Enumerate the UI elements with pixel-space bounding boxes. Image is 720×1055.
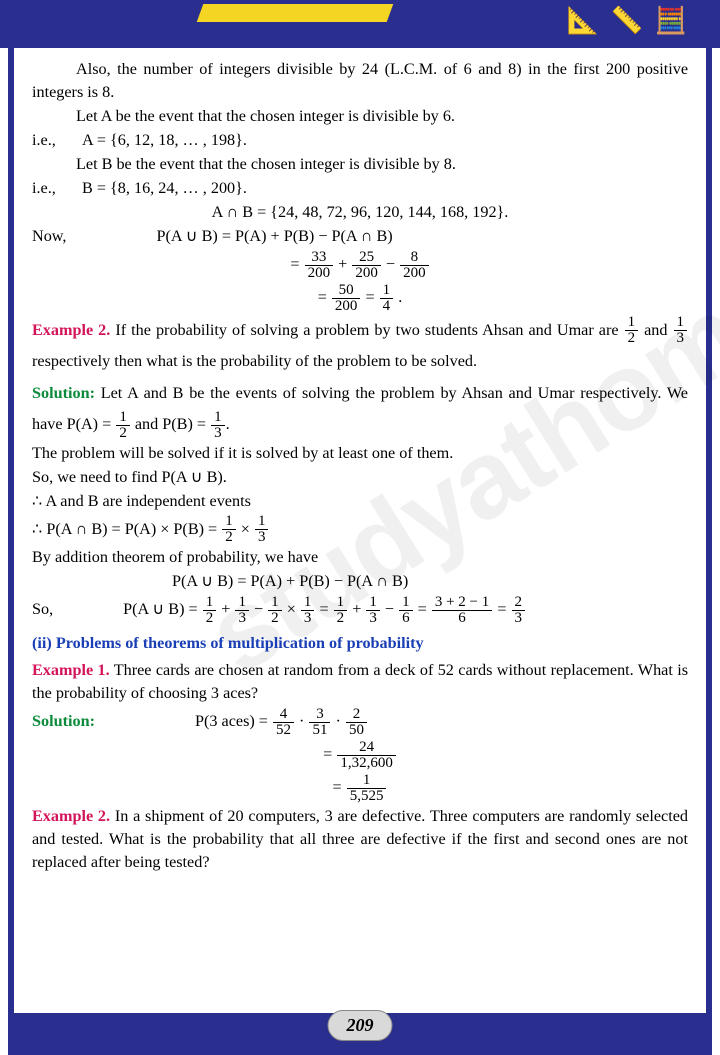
text: P(A ∪ B) = [123, 600, 202, 618]
paragraph: So, we need to find P(A ∪ B). [32, 466, 688, 489]
paragraph: i.e.,B = {8, 16, 24, … , 200}. [32, 177, 688, 200]
example-2: Example 2. If the probability of solving… [32, 315, 688, 378]
paragraph: Also, the number of integers divisible b… [32, 58, 688, 104]
top-yellow-accent [197, 4, 394, 22]
page-number: 209 [328, 1010, 393, 1041]
example-label: Example 2. [32, 321, 110, 339]
example-label: Example 1. [32, 661, 110, 679]
label-so: So, [32, 600, 53, 618]
solution-line: Solution:P(3 aces) = 452 · 351 · 250 [32, 706, 688, 738]
paragraph: Let A be the event that the chosen integ… [32, 105, 688, 128]
text: If the probability of solving a problem … [110, 321, 623, 339]
calculator-icon: 🧮 [652, 2, 690, 40]
text: Three cards are chosen at random from a … [32, 661, 688, 702]
paragraph: i.e.,A = {6, 12, 18, … , 198}. [32, 129, 688, 152]
section-heading: (ii) Problems of theorems of multiplicat… [32, 632, 688, 655]
compass-icon: 📐 [564, 2, 602, 40]
solution-label: Solution: [32, 384, 95, 402]
paragraph: Let B be the event that the chosen integ… [32, 153, 688, 176]
page-footer: 209 [0, 985, 720, 1055]
equation-line: So,P(A ∪ B) = 12 + 13 − 12 × 13 = 12 + 1… [32, 594, 688, 626]
ruler-icon: 📏 [608, 2, 646, 40]
example-1: Example 1. Three cards are chosen at ran… [32, 659, 688, 705]
text: In a shipment of 20 computers, 3 are def… [32, 807, 688, 871]
text: respectively then what is the probabilit… [32, 352, 477, 370]
text: and [639, 321, 672, 339]
equation: A ∩ B = {24, 48, 72, 96, 120, 144, 168, … [32, 201, 688, 224]
set-def: A = {6, 12, 18, … , 198}. [82, 131, 247, 149]
equation-frac: = 33200 + 25200 − 8200 [32, 249, 688, 281]
equation-line: Now, P(A ∪ B) = P(A) + P(B) − P(A ∩ B) [32, 225, 688, 248]
label-now: Now, [32, 227, 66, 245]
solution: Solution: Let A and B be the events of s… [32, 378, 688, 441]
equation-line: ∴ P(A ∩ B) = P(A) × P(B) = 12 × 13 [32, 514, 688, 546]
equation: P(A ∪ B) = P(A) + P(B) − P(A ∩ B) [156, 227, 392, 245]
text: P(3 aces) = [195, 712, 272, 730]
example-label: Example 2. [32, 807, 110, 825]
set-def: B = {8, 16, 24, … , 200}. [82, 179, 247, 197]
paragraph: The problem will be solved if it is solv… [32, 442, 688, 465]
text: . [226, 415, 230, 433]
equation-frac: = 241,32,600 [32, 739, 688, 771]
top-icons: 📐 📏 🧮 [564, 2, 690, 40]
solution-label: Solution: [32, 712, 95, 730]
equation-frac: = 15,525 [32, 772, 688, 804]
equation-frac: = 50200 = 14 . [32, 282, 688, 314]
paragraph: ∴ A and B are independent events [32, 490, 688, 513]
text: ∴ P(A ∩ B) = P(A) × P(B) = [32, 520, 221, 538]
equation: P(A ∪ B) = P(A) + P(B) − P(A ∩ B) [32, 570, 688, 593]
paragraph: By addition theorem of probability, we h… [32, 546, 688, 569]
example-2b: Example 2. In a shipment of 20 computers… [32, 805, 688, 874]
page-content: Also, the number of integers divisible b… [32, 58, 688, 875]
label-ie: i.e., [32, 129, 82, 152]
text: and P(B) = [131, 415, 210, 433]
section-title: (ii) Problems of theorems of multiplicat… [32, 634, 424, 652]
label-ie: i.e., [32, 177, 82, 200]
